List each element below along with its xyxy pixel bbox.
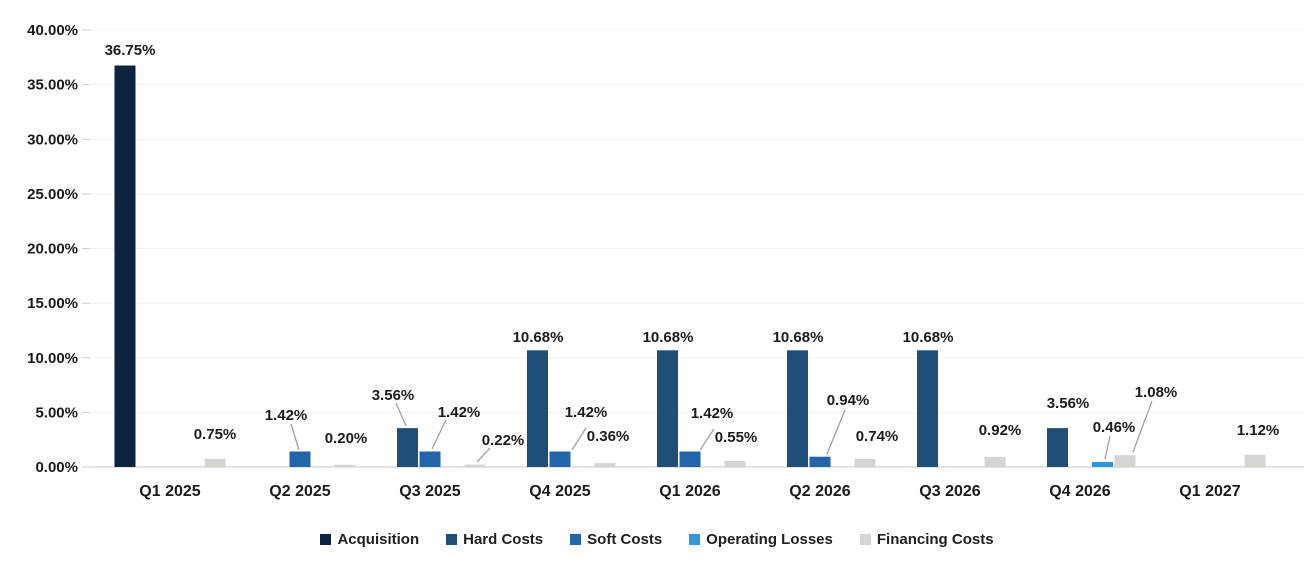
bar-operating-losses-q4-2026 bbox=[1092, 461, 1113, 467]
data-labels: 36.75%0.75%1.42%0.20%3.56%1.42%0.22%10.6… bbox=[105, 42, 1280, 449]
leader-line bbox=[431, 419, 447, 450]
x-axis-category-label: Q3 2026 bbox=[919, 483, 980, 500]
bar-financing-costs-q2-2025 bbox=[334, 464, 356, 467]
x-axis-category-label: Q1 2027 bbox=[1179, 483, 1240, 500]
x-axis-category-label: Q4 2025 bbox=[529, 483, 590, 500]
data-label-financing-costs-q4-2026: 1.08% bbox=[1135, 384, 1178, 401]
data-label-soft-costs-q4-2025: 1.42% bbox=[565, 404, 608, 421]
data-label-hard-costs-q3-2025: 3.56% bbox=[372, 387, 415, 404]
y-axis-tick-label: 10.00% bbox=[27, 350, 78, 367]
y-axis-tick-label: 15.00% bbox=[27, 295, 78, 312]
bar-hard-costs-q1-2026 bbox=[657, 350, 678, 467]
data-label-financing-costs-q2-2025: 0.20% bbox=[325, 430, 368, 447]
leader-line bbox=[290, 423, 300, 451]
y-axis: 0.00% 5.00% 10.00% 15.00% 20.00% 25.00% 30.00%… bbox=[27, 22, 78, 476]
data-label-financing-costs-q1-2026: 0.55% bbox=[715, 429, 758, 446]
data-label-hard-costs-q1-2026: 10.68% bbox=[643, 329, 694, 346]
bar-acquisition-q1-2025 bbox=[114, 65, 136, 467]
data-label-soft-costs-q2-2026: 0.94% bbox=[827, 392, 870, 409]
bar-financing-costs-q1-2027 bbox=[1244, 454, 1266, 467]
bar-financing-costs-q4-2026 bbox=[1114, 455, 1136, 467]
data-label-hard-costs-q3-2026: 10.68% bbox=[903, 329, 954, 346]
legend-item-soft-costs: Soft Costs bbox=[570, 531, 662, 548]
gridlines bbox=[82, 29, 1304, 468]
legend-swatch-icon bbox=[859, 534, 871, 545]
bar-soft-costs-q2-2026 bbox=[809, 456, 831, 467]
bar-hard-costs-q3-2025 bbox=[397, 428, 418, 467]
data-label-soft-costs-q1-2026: 1.42% bbox=[691, 405, 734, 422]
y-axis-tick-label: 30.00% bbox=[27, 131, 78, 148]
legend-label: Operating Losses bbox=[706, 531, 833, 548]
data-label-financing-costs-q1-2027: 1.12% bbox=[1237, 422, 1280, 439]
data-label-hard-costs-q4-2025: 10.68% bbox=[513, 329, 564, 346]
chart-legend: Acquisition Hard Costs Soft Costs Operating… bbox=[0, 531, 1314, 548]
y-axis-tick-label: 5.00% bbox=[35, 404, 78, 421]
bar-soft-costs-q4-2025 bbox=[549, 451, 571, 467]
y-axis-tick-label: 40.00% bbox=[27, 22, 78, 39]
data-label-financing-costs-q3-2026: 0.92% bbox=[979, 422, 1022, 439]
x-axis-category-label: Q2 2026 bbox=[789, 483, 850, 500]
data-label-financing-costs-q3-2025: 0.22% bbox=[482, 432, 525, 449]
y-axis-tick-label: 25.00% bbox=[27, 186, 78, 203]
data-label-hard-costs-q2-2026: 10.68% bbox=[773, 329, 824, 346]
bar-hard-costs-q4-2026 bbox=[1047, 428, 1068, 467]
data-label-financing-costs-q2-2026: 0.74% bbox=[856, 428, 899, 445]
legend-label: Soft Costs bbox=[587, 531, 663, 548]
bar-financing-costs-q3-2025 bbox=[464, 464, 486, 467]
legend-item-financing-costs: Financing Costs bbox=[859, 531, 994, 548]
data-label-acquisition-q1-2025: 36.75% bbox=[105, 42, 156, 59]
data-label-soft-costs-q2-2025: 1.42% bbox=[265, 407, 308, 424]
legend-swatch-icon bbox=[689, 534, 701, 545]
x-axis-category-label: Q2 2025 bbox=[269, 483, 330, 500]
legend-item-operating-losses: Operating Losses bbox=[689, 531, 833, 548]
data-label-soft-costs-q3-2025: 1.42% bbox=[438, 404, 481, 421]
legend-item-acquisition: Acquisition bbox=[320, 531, 419, 548]
legend-label: Hard Costs bbox=[463, 531, 544, 548]
x-axis-category-label: Q1 2026 bbox=[659, 483, 720, 500]
data-label-hard-costs-q4-2026: 3.56% bbox=[1047, 395, 1090, 412]
y-axis-tick-label: 35.00% bbox=[27, 77, 78, 94]
bar-financing-costs-q2-2026 bbox=[854, 458, 876, 467]
data-label-financing-costs-q1-2025: 0.75% bbox=[194, 426, 237, 443]
bar-financing-costs-q1-2026 bbox=[724, 460, 746, 467]
y-axis-tick-label: 0.00% bbox=[35, 459, 78, 476]
bar-financing-costs-q1-2025 bbox=[204, 458, 226, 467]
bar-soft-costs-q2-2025 bbox=[289, 451, 311, 467]
x-axis-category-label: Q4 2026 bbox=[1049, 483, 1110, 500]
bar-hard-costs-q2-2026 bbox=[787, 350, 808, 467]
label-leader-lines bbox=[290, 400, 1153, 463]
leader-line bbox=[699, 428, 715, 451]
bars bbox=[114, 65, 1266, 467]
data-label-financing-costs-q4-2025: 0.36% bbox=[587, 428, 630, 445]
bar-soft-costs-q3-2025 bbox=[419, 451, 441, 467]
leader-line bbox=[571, 427, 587, 451]
legend-label: Acquisition bbox=[337, 531, 420, 548]
bar-hard-costs-q4-2025 bbox=[527, 350, 548, 467]
y-axis-tick-label: 20.00% bbox=[27, 241, 78, 258]
data-label-operating-losses-q4-2026: 0.46% bbox=[1093, 419, 1136, 436]
legend-swatch-icon bbox=[320, 534, 332, 545]
legend-swatch-icon bbox=[446, 534, 458, 545]
x-axis-category-label: Q3 2025 bbox=[399, 483, 460, 500]
legend-item-hard-costs: Hard Costs bbox=[446, 531, 543, 548]
leader-line bbox=[476, 447, 491, 463]
x-axis-category-label: Q1 2025 bbox=[139, 483, 200, 500]
leader-line bbox=[1104, 435, 1111, 460]
leader-line bbox=[1132, 400, 1153, 453]
legend-label: Financing Costs bbox=[876, 531, 994, 548]
bar-financing-costs-q3-2026 bbox=[984, 456, 1006, 467]
bar-hard-costs-q3-2026 bbox=[917, 350, 938, 467]
x-axis: Q1 2025 Q2 2025 Q3 2025 Q4 2025 Q1 2026 Q2 20… bbox=[139, 483, 1240, 500]
bar-soft-costs-q1-2026 bbox=[679, 451, 701, 467]
leader-line bbox=[395, 402, 407, 427]
bar-financing-costs-q4-2025 bbox=[594, 463, 616, 467]
legend-swatch-icon bbox=[570, 534, 582, 545]
leader-line bbox=[826, 409, 846, 455]
